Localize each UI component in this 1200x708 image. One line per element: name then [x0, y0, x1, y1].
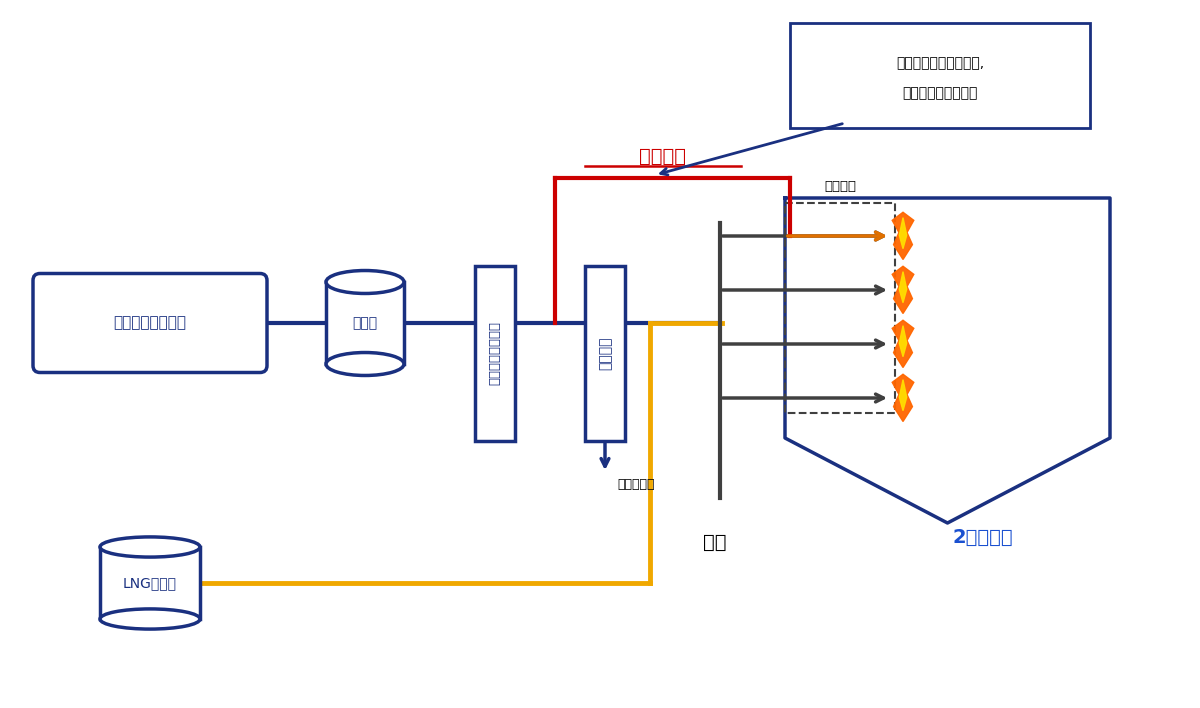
Text: アキュームレータ: アキュームレータ [488, 321, 502, 385]
Text: 石芭: 石芭 [703, 533, 727, 552]
Text: バーナー: バーナー [824, 180, 856, 193]
Polygon shape [892, 212, 914, 260]
Ellipse shape [100, 609, 200, 629]
Polygon shape [899, 379, 907, 411]
Polygon shape [892, 375, 914, 421]
Polygon shape [899, 272, 907, 303]
Text: 本試験を行うにあたり,: 本試験を行うにあたり, [896, 57, 984, 71]
Polygon shape [899, 217, 907, 249]
Text: 脱硝装置へ: 脱硝装置へ [617, 478, 654, 491]
Text: 仮設配管: 仮設配管 [640, 147, 686, 166]
Text: 新たに敷設した設備: 新たに敷設した設備 [902, 86, 978, 101]
Text: 気化器: 気化器 [353, 316, 378, 330]
Text: LNGタンク: LNGタンク [124, 576, 178, 590]
Bar [100, 547, 200, 619]
Polygon shape [899, 326, 907, 357]
Polygon shape [892, 320, 914, 367]
Polygon shape [892, 266, 914, 314]
Text: 2号ボイラ: 2号ボイラ [952, 528, 1013, 547]
Ellipse shape [100, 537, 200, 557]
Text: アンモニアタンク: アンモニアタンク [114, 316, 186, 331]
Text: ヘッダー: ヘッダー [598, 336, 612, 370]
Bar [475, 266, 515, 440]
Bar [586, 266, 625, 440]
FancyBboxPatch shape [32, 273, 268, 372]
Ellipse shape [326, 353, 404, 375]
Bar [326, 282, 404, 364]
FancyBboxPatch shape [790, 23, 1090, 128]
Ellipse shape [326, 270, 404, 294]
